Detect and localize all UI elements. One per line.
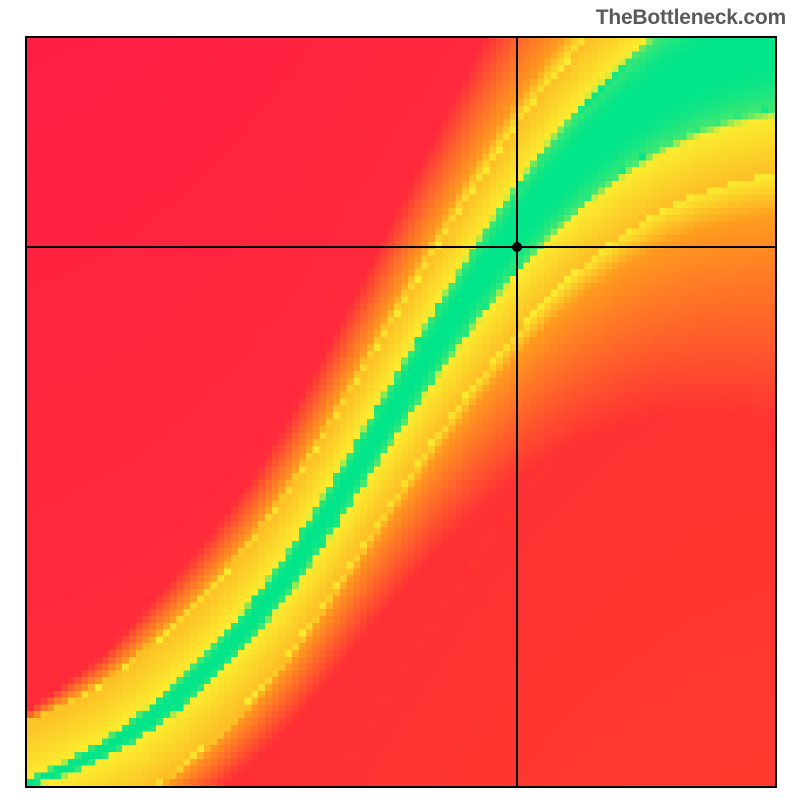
plot-border: [25, 36, 777, 788]
chart-container: TheBottleneck.com: [0, 0, 800, 800]
heatmap-plot: [25, 36, 777, 788]
watermark-text: TheBottleneck.com: [596, 6, 786, 30]
